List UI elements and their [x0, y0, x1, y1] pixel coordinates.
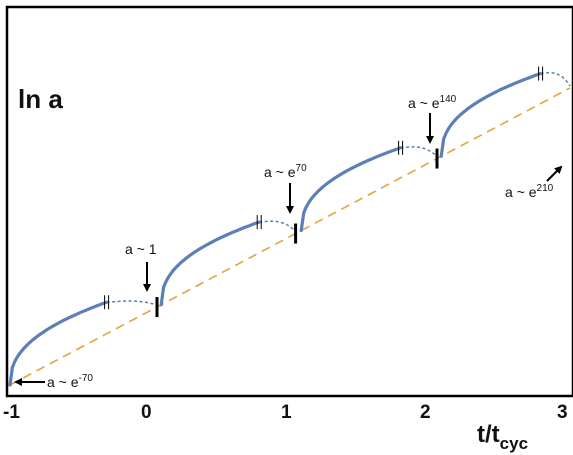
series-line-dashed: [106, 300, 158, 306]
annotation-label: a ~ 1: [125, 241, 157, 257]
series-line-solid: [8, 300, 109, 387]
x-axis-label-main: t/t: [477, 421, 500, 448]
x-tick-label: 0: [141, 402, 152, 423]
x-tick-label: 1: [281, 402, 292, 423]
series-line-dashed: [259, 220, 297, 233]
series-line-solid: [159, 220, 261, 307]
chart-marks: [8, 66, 571, 387]
x-axis-label: t/tcyc: [477, 421, 528, 453]
trend-line: [9, 87, 571, 386]
x-tick-label: 3: [557, 402, 568, 423]
annotation-label: a ~ e210: [505, 183, 554, 200]
series-line-solid: [299, 146, 403, 233]
y-axis-label: ln a: [18, 84, 63, 114]
annotation-label: a ~ e-70: [47, 373, 93, 390]
series-line-dashed: [400, 146, 438, 158]
annotation-label: a ~ e70: [264, 163, 307, 180]
x-axis-label-sub: cyc: [500, 434, 528, 453]
annotation-label: a ~ e140: [408, 94, 457, 111]
annotation-arrow: [546, 165, 563, 182]
plot-frame: [5, 5, 573, 398]
x-tick-label: 2: [420, 402, 431, 423]
series-line-dashed: [540, 71, 571, 87]
x-tick-label: -1: [3, 402, 20, 423]
series-line-solid: [439, 72, 543, 158]
